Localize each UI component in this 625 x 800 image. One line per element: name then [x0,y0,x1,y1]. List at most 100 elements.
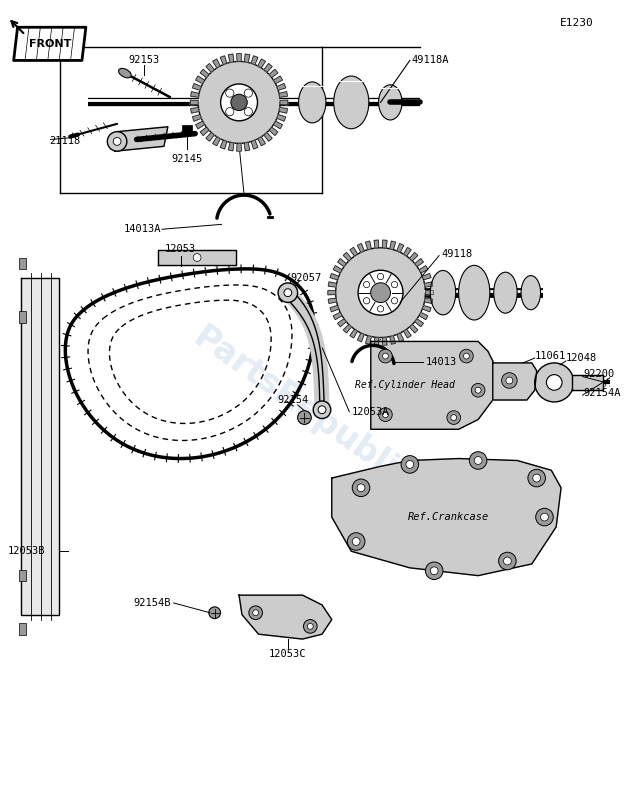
Polygon shape [196,76,204,84]
Polygon shape [285,290,296,301]
Polygon shape [374,240,379,248]
Circle shape [464,353,469,359]
Polygon shape [158,250,236,266]
Ellipse shape [379,85,402,120]
Circle shape [499,552,516,570]
Polygon shape [291,298,303,308]
Bar [19,258,26,270]
Polygon shape [206,63,214,72]
Polygon shape [300,313,313,322]
Polygon shape [304,322,318,329]
Polygon shape [251,56,258,65]
Polygon shape [301,314,314,322]
Circle shape [231,94,248,110]
Polygon shape [350,329,358,338]
Circle shape [501,373,517,388]
Polygon shape [422,274,431,280]
Circle shape [382,353,388,359]
Polygon shape [244,142,250,150]
Polygon shape [312,359,326,363]
Polygon shape [274,121,282,129]
Bar [19,570,26,582]
Polygon shape [415,318,423,326]
Text: 21118: 21118 [49,137,80,146]
Polygon shape [382,240,387,248]
Polygon shape [280,100,288,105]
Polygon shape [258,59,266,68]
Circle shape [447,410,461,424]
Polygon shape [419,312,428,320]
Polygon shape [237,54,241,62]
Circle shape [532,474,541,482]
Polygon shape [292,299,304,310]
Circle shape [352,479,370,497]
Polygon shape [274,76,282,84]
Text: 12048: 12048 [566,353,598,363]
Polygon shape [390,241,396,250]
Polygon shape [404,247,411,256]
Text: 92057: 92057 [291,273,322,283]
Polygon shape [287,293,298,303]
Polygon shape [338,258,346,266]
Polygon shape [244,54,250,62]
Polygon shape [492,363,537,400]
Polygon shape [314,371,328,375]
Polygon shape [333,266,342,273]
Polygon shape [314,385,328,388]
Polygon shape [191,107,199,113]
Circle shape [536,508,553,526]
Text: 12053B: 12053B [8,546,45,556]
Polygon shape [228,142,234,150]
Circle shape [336,248,426,338]
Circle shape [541,513,548,521]
Polygon shape [298,308,310,317]
Circle shape [619,363,625,373]
Polygon shape [294,302,306,312]
Circle shape [107,132,127,151]
Polygon shape [328,298,337,303]
Polygon shape [315,396,329,399]
Polygon shape [419,266,428,273]
Polygon shape [288,294,299,305]
Circle shape [391,298,398,304]
Polygon shape [312,362,327,366]
Text: 49118A: 49118A [412,55,449,66]
Circle shape [226,107,234,116]
Polygon shape [572,374,603,390]
Ellipse shape [334,76,369,129]
Circle shape [474,457,482,465]
Polygon shape [315,404,329,407]
Polygon shape [206,133,214,142]
Polygon shape [424,282,433,287]
Text: FRONT: FRONT [29,39,71,49]
Polygon shape [295,304,307,313]
Polygon shape [21,278,59,614]
Bar [19,623,26,635]
Circle shape [318,406,326,414]
Circle shape [430,567,438,574]
Circle shape [535,363,574,402]
Polygon shape [293,301,305,310]
Polygon shape [297,306,309,316]
Polygon shape [366,241,371,250]
Polygon shape [314,382,328,386]
Polygon shape [220,56,227,65]
Circle shape [363,298,370,304]
Polygon shape [330,306,339,312]
Text: 12053A: 12053A [351,406,389,417]
Polygon shape [264,133,272,142]
Polygon shape [409,253,418,261]
Circle shape [249,606,262,619]
Polygon shape [422,306,431,312]
Ellipse shape [430,270,456,315]
Polygon shape [314,374,328,378]
Polygon shape [330,274,339,280]
Polygon shape [315,407,329,410]
Circle shape [193,254,201,262]
Circle shape [382,412,388,418]
Circle shape [406,461,414,468]
Polygon shape [390,336,396,344]
Circle shape [391,282,398,288]
Polygon shape [309,338,322,343]
Circle shape [378,306,384,312]
